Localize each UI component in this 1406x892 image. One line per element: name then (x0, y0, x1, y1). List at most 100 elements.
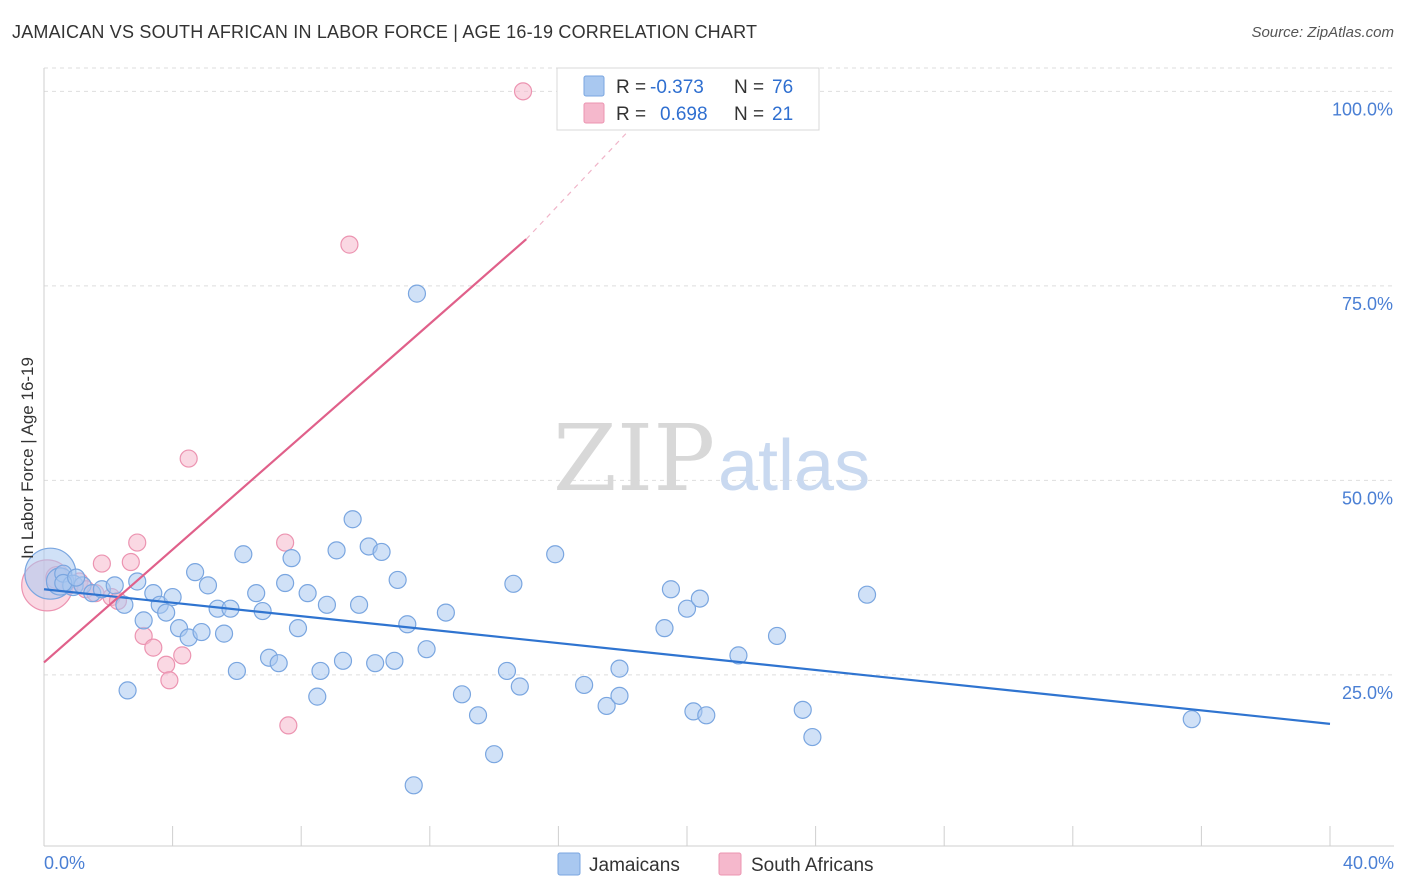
x-tick-label-min: 0.0% (44, 853, 85, 873)
jamaicans-point (729, 646, 748, 665)
jamaicans-point (269, 654, 288, 673)
watermark-zip: ZIP (553, 405, 715, 512)
jamaicans-point (214, 624, 234, 643)
legend-r-label-southafricans: R = (616, 104, 646, 125)
axes (43, 68, 1394, 847)
jamaicans-point (282, 549, 301, 568)
x-tick-label-max: 40.0% (1343, 853, 1394, 873)
legend-swatch-southafricans (583, 102, 605, 124)
south-africans-point (121, 552, 140, 572)
jamaicans-point (288, 619, 308, 638)
jamaicans-point (398, 615, 417, 634)
south-africans-point (279, 716, 298, 735)
jamaicans-point (234, 545, 253, 564)
y-tick-label: 25.0% (1342, 683, 1393, 703)
legend-n-label-jamaicans: N = (734, 77, 764, 98)
gridlines (44, 67, 1394, 676)
y-axis-label: In Labor Force | Age 16-19 (18, 357, 37, 559)
jamaicans-point (372, 542, 391, 562)
jamaicans-point (597, 696, 616, 716)
trend-lines (43, 102, 1331, 725)
jamaicans-point (327, 541, 346, 560)
y-tick-labels: 25.0% 50.0% 75.0% 100.0% (1332, 99, 1393, 703)
source-label: Source: ZipAtlas.com (1251, 24, 1394, 41)
jamaicans-point (298, 584, 317, 603)
legend-r-value-southafricans: 0.698 (660, 104, 708, 125)
south-africans-points (21, 82, 533, 735)
legend-swatch-jamaicans (583, 75, 605, 97)
jamaicans-point (308, 687, 327, 706)
jamaicans-trend-line (43, 588, 1331, 725)
south-africans-point (340, 235, 359, 254)
jamaicans-point (436, 603, 455, 622)
south-africans-point (160, 671, 179, 690)
jamaicans-point (452, 685, 472, 704)
jamaicans-point (366, 654, 385, 673)
x-ticks (43, 826, 1331, 846)
south-africans-point (92, 554, 111, 573)
jamaicans-point (349, 595, 369, 614)
jamaicans-point (546, 545, 565, 564)
jamaicans-point (661, 580, 681, 599)
jamaicans-point (417, 640, 436, 659)
legend-r-value-jamaicans: -0.373 (650, 77, 704, 98)
jamaicans-point (276, 573, 295, 593)
jamaicans-point (134, 611, 153, 630)
y-tick-label: 75.0% (1342, 294, 1393, 314)
jamaicans-point (468, 706, 488, 725)
jamaicans-point (857, 585, 877, 604)
jamaicans-point (115, 595, 134, 614)
jamaicans-point (677, 599, 697, 618)
jamaicans-point (690, 589, 709, 608)
jamaicans-point (157, 603, 176, 622)
jamaicans-point (510, 677, 529, 696)
bottom-legend-swatch-jamaicans (557, 852, 581, 876)
jamaicans-point (485, 745, 504, 764)
south-africans-point (173, 646, 192, 665)
south-africans-point (513, 82, 533, 101)
chart-title: JAMAICAN VS SOUTH AFRICAN IN LABOR FORCE… (12, 22, 758, 42)
bottom-legend-label-southafricans: South Africans (751, 855, 874, 876)
jamaicans-point (1182, 710, 1201, 729)
south-africans-trend-extension (525, 102, 656, 240)
south-africans-point (144, 638, 163, 657)
watermark-atlas: atlas (718, 426, 870, 506)
bottom-legend-label-jamaicans: Jamaicans (589, 855, 680, 876)
jamaicans-point (186, 563, 205, 582)
jamaicans-point (407, 284, 427, 303)
jamaicans-point (497, 661, 517, 681)
jamaicans-point (767, 626, 787, 646)
south-africans-point (276, 533, 295, 552)
jamaicans-point (118, 681, 137, 700)
legend-n-value-southafricans: 21 (772, 104, 793, 125)
y-tick-label: 50.0% (1342, 488, 1393, 508)
jamaicans-point (67, 568, 86, 587)
legend-n-label-southafricans: N = (734, 104, 764, 125)
jamaicans-point (343, 510, 362, 529)
jamaicans-point (803, 727, 822, 747)
jamaicans-point (504, 574, 523, 593)
jamaicans-point (388, 570, 407, 590)
bottom-legend: Jamaicans South Africans (557, 852, 874, 876)
jamaicans-point (105, 576, 124, 595)
y-tick-label: 100.0% (1332, 99, 1393, 119)
jamaicans-point (575, 675, 594, 695)
jamaicans-point (404, 776, 423, 795)
legend-r-label-jamaicans: R = (616, 77, 646, 98)
legend-box: R = -0.373 N = 76 R = 0.698 N = 21 (556, 67, 820, 131)
jamaicans-point (333, 651, 353, 670)
legend-n-value-jamaicans: 76 (772, 77, 793, 98)
jamaicans-points (24, 284, 1201, 795)
south-africans-trend-line (43, 238, 527, 664)
south-africans-point (157, 655, 176, 674)
jamaicans-point (227, 661, 246, 681)
jamaicans-point (192, 622, 211, 642)
jamaicans-point (311, 661, 330, 681)
jamaicans-point (247, 584, 266, 603)
bottom-legend-swatch-southafricans (718, 852, 742, 876)
jamaicans-point (385, 651, 404, 670)
jamaicans-point (198, 576, 218, 595)
jamaicans-point (610, 686, 629, 705)
jamaicans-point (317, 595, 337, 614)
